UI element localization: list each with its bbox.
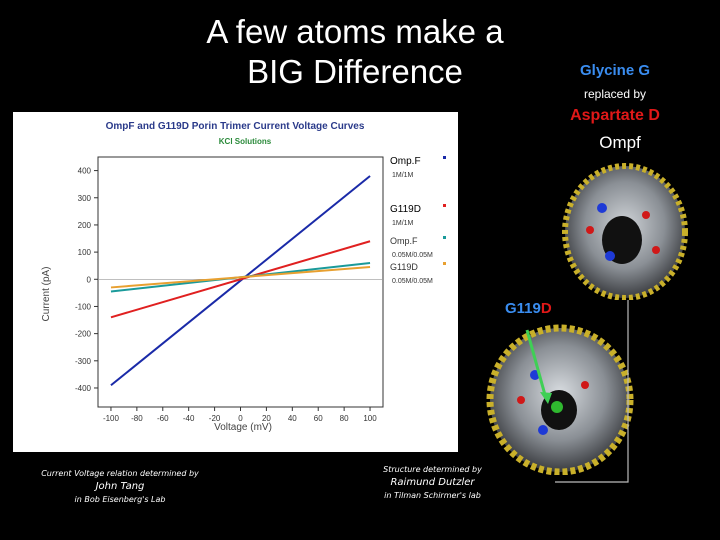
y-tick-label: 200 xyxy=(78,221,92,230)
y-tick-label: 300 xyxy=(78,194,92,203)
legend-swatch xyxy=(443,156,446,159)
y-axis-label: Current (pA) xyxy=(41,266,52,321)
chart-series xyxy=(110,175,371,387)
legend-entry-name: Omp.F xyxy=(390,156,421,167)
x-tick-label: -40 xyxy=(183,414,195,423)
g119d-structure-image xyxy=(486,324,634,475)
chart-subtitle: KCl Solutions xyxy=(219,137,272,146)
x-tick-label: 0 xyxy=(238,414,243,423)
chart-legend: Omp.F 1M/1M G119D 1M/1M Omp.F 0.05M/0.05M G119… xyxy=(390,156,446,285)
y-tick-label: -400 xyxy=(75,384,92,393)
series-line xyxy=(110,175,371,387)
credit-right-line-3: in Tilman Schirmer's lab xyxy=(384,491,481,500)
x-tick-label: 60 xyxy=(314,414,323,423)
title-line-1: A few atoms make a xyxy=(206,13,504,50)
credit-left-line-1: Current Voltage relation determined by xyxy=(41,469,199,478)
chart-svg: OmpF and G119D Porin Trimer Current Volt… xyxy=(41,121,446,433)
legend-entry-concentration: 0.05M/0.05M xyxy=(392,278,433,285)
replaced-by-label: replaced by xyxy=(583,87,647,101)
y-tick-label: -300 xyxy=(75,357,92,366)
x-tick-label: -20 xyxy=(209,414,221,423)
x-tick-label: -80 xyxy=(131,414,143,423)
x-tick-label: -100 xyxy=(103,414,120,423)
slide-title: A few atoms make a BIG Difference xyxy=(150,12,560,92)
x-tick-label: -60 xyxy=(157,414,169,423)
legend-entry-concentration: 0.05M/0.05M xyxy=(392,252,433,259)
credit-right: Structure determined by Raimund Dutzler … xyxy=(360,463,505,502)
glycine-label: Glycine G xyxy=(579,62,651,79)
ompf-structure-image xyxy=(562,163,688,300)
title-line-2: BIG Difference xyxy=(247,53,463,90)
legend-entry-name: G119D xyxy=(390,204,421,215)
aspartate-label: Aspartate D xyxy=(570,107,660,124)
legend-swatch xyxy=(443,236,446,239)
y-tick-label: -200 xyxy=(75,330,92,339)
series-line xyxy=(110,266,371,289)
g119d-structure-label: G119D xyxy=(505,300,552,317)
credit-left: Current Voltage relation determined by J… xyxy=(20,467,220,506)
x-tick-label: 80 xyxy=(340,414,349,423)
credit-left-line-3: in Bob Eisenberg's Lab xyxy=(74,495,166,504)
g119d-suffix: D xyxy=(540,300,552,317)
legend-entry-concentration: 1M/1M xyxy=(392,220,414,227)
legend-entry-name: Omp.F xyxy=(390,236,418,246)
y-tick-label: 0 xyxy=(87,275,92,284)
x-tick-label: 40 xyxy=(288,414,297,423)
g119d-prefix: G119 xyxy=(505,300,541,317)
iv-curve-chart: OmpF and G119D Porin Trimer Current Volt… xyxy=(13,112,458,452)
y-tick-label: 100 xyxy=(78,248,92,257)
credit-left-line-2: John Tang xyxy=(95,481,145,492)
x-tick-label: 20 xyxy=(262,414,271,423)
credit-right-line-2: Raimund Dutzler xyxy=(390,477,475,488)
credit-right-line-1: Structure determined by xyxy=(383,465,482,474)
legend-swatch xyxy=(443,204,446,207)
legend-swatch xyxy=(443,262,446,265)
chart-title: OmpF and G119D Porin Trimer Current Volt… xyxy=(106,121,365,132)
x-axis-label: Voltage (mV) xyxy=(214,422,272,433)
y-tick-label: 400 xyxy=(78,167,92,176)
legend-entry-concentration: 1M/1M xyxy=(392,172,414,179)
y-tick-label: -100 xyxy=(75,302,92,311)
x-tick-label: 100 xyxy=(363,414,377,423)
series-line xyxy=(110,240,371,319)
ompf-structure-label: Ompf xyxy=(599,133,641,152)
legend-entry-name: G119D xyxy=(390,262,418,272)
